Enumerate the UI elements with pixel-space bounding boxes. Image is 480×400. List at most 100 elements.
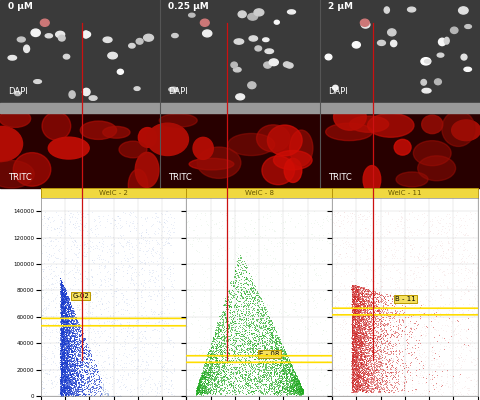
Point bbox=[223, 304, 231, 310]
Point bbox=[358, 317, 365, 324]
Point bbox=[461, 356, 468, 362]
Point bbox=[57, 279, 64, 286]
Point bbox=[428, 357, 436, 363]
Point bbox=[131, 345, 139, 351]
Point bbox=[62, 345, 70, 351]
Point bbox=[91, 380, 98, 387]
Point bbox=[460, 259, 468, 266]
Point bbox=[201, 370, 208, 377]
Point bbox=[353, 282, 361, 289]
Point bbox=[57, 350, 64, 356]
Point bbox=[273, 345, 280, 351]
Point bbox=[145, 284, 153, 291]
Point bbox=[74, 350, 82, 357]
Point bbox=[140, 278, 148, 285]
Point bbox=[249, 319, 256, 325]
Point bbox=[385, 340, 393, 346]
Point bbox=[60, 302, 68, 309]
Point bbox=[227, 358, 234, 364]
Point bbox=[353, 310, 360, 316]
Point bbox=[68, 352, 75, 358]
Point bbox=[64, 344, 72, 350]
Point bbox=[335, 289, 343, 295]
Point bbox=[51, 322, 59, 328]
Point bbox=[58, 364, 66, 370]
Point bbox=[352, 339, 360, 345]
Point bbox=[198, 308, 206, 315]
Point bbox=[428, 253, 436, 260]
Point bbox=[462, 212, 469, 218]
Point bbox=[194, 382, 202, 388]
Point bbox=[353, 324, 361, 330]
Point bbox=[56, 325, 64, 331]
Point bbox=[429, 277, 436, 283]
Point bbox=[64, 356, 72, 363]
Point bbox=[360, 309, 368, 315]
Point bbox=[299, 388, 307, 394]
Point bbox=[225, 304, 233, 310]
Point bbox=[344, 269, 351, 275]
Point bbox=[60, 296, 68, 302]
Point bbox=[256, 324, 264, 331]
Point bbox=[381, 374, 388, 380]
Point bbox=[86, 385, 94, 392]
Point bbox=[366, 325, 374, 332]
Point bbox=[262, 389, 270, 395]
Point bbox=[361, 324, 369, 331]
Point bbox=[196, 382, 204, 389]
Point bbox=[132, 365, 140, 371]
Point bbox=[61, 310, 69, 316]
Point bbox=[437, 291, 444, 298]
Point bbox=[444, 380, 451, 386]
Point bbox=[228, 318, 236, 324]
Point bbox=[366, 357, 373, 364]
Point bbox=[359, 387, 367, 394]
Point bbox=[292, 375, 300, 381]
Point bbox=[349, 350, 357, 357]
Point bbox=[234, 223, 242, 229]
Point bbox=[369, 387, 377, 393]
Point bbox=[52, 242, 60, 248]
Point bbox=[349, 388, 357, 395]
Point bbox=[361, 320, 369, 327]
Point bbox=[255, 387, 263, 393]
Point bbox=[189, 296, 197, 302]
Point bbox=[350, 367, 358, 374]
Point bbox=[240, 274, 248, 280]
Point bbox=[80, 387, 87, 393]
Point bbox=[359, 386, 367, 393]
Point bbox=[357, 348, 364, 355]
Point bbox=[70, 354, 78, 361]
Point bbox=[289, 246, 297, 252]
Point bbox=[352, 386, 360, 392]
Point bbox=[235, 356, 243, 363]
Point bbox=[395, 381, 403, 387]
Point bbox=[60, 346, 68, 353]
Point bbox=[372, 294, 379, 300]
Point bbox=[382, 209, 389, 216]
Point bbox=[388, 356, 396, 363]
Point bbox=[63, 302, 71, 309]
Point bbox=[357, 339, 365, 346]
Point bbox=[232, 337, 240, 344]
Point bbox=[317, 369, 324, 376]
Point bbox=[351, 352, 359, 358]
Point bbox=[217, 327, 225, 333]
Point bbox=[297, 389, 304, 395]
Point bbox=[158, 364, 166, 370]
Point bbox=[57, 390, 65, 396]
Point bbox=[91, 244, 99, 251]
Point bbox=[392, 239, 399, 245]
Point bbox=[390, 294, 397, 301]
Point bbox=[66, 358, 74, 364]
Point bbox=[348, 331, 356, 338]
Point bbox=[290, 378, 298, 384]
Point bbox=[199, 388, 206, 395]
Point bbox=[285, 386, 292, 393]
Point bbox=[457, 342, 465, 349]
Point bbox=[473, 270, 480, 277]
Point bbox=[262, 381, 270, 387]
Point bbox=[218, 374, 226, 380]
Point bbox=[389, 314, 397, 320]
Point bbox=[95, 320, 102, 326]
